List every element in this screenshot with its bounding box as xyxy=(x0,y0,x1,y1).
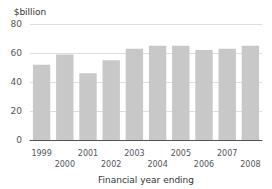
svg-text:2007: 2007 xyxy=(217,149,237,158)
svg-text:60: 60 xyxy=(11,48,23,58)
svg-text:2004: 2004 xyxy=(147,160,167,169)
svg-text:1999: 1999 xyxy=(31,149,51,158)
svg-text:0: 0 xyxy=(16,135,22,145)
svg-text:2002: 2002 xyxy=(101,160,121,169)
svg-text:40: 40 xyxy=(11,77,23,87)
svg-text:2008: 2008 xyxy=(240,160,260,169)
svg-text:80: 80 xyxy=(11,19,23,29)
svg-text:2000: 2000 xyxy=(55,160,75,169)
svg-text:20: 20 xyxy=(11,106,23,116)
svg-text:Financial year ending: Financial year ending xyxy=(98,175,194,185)
svg-text:2003: 2003 xyxy=(124,149,144,158)
svg-text:2006: 2006 xyxy=(194,160,214,169)
svg-text:$billion: $billion xyxy=(14,7,47,17)
svg-text:2005: 2005 xyxy=(171,149,191,158)
svg-text:2001: 2001 xyxy=(78,149,98,158)
